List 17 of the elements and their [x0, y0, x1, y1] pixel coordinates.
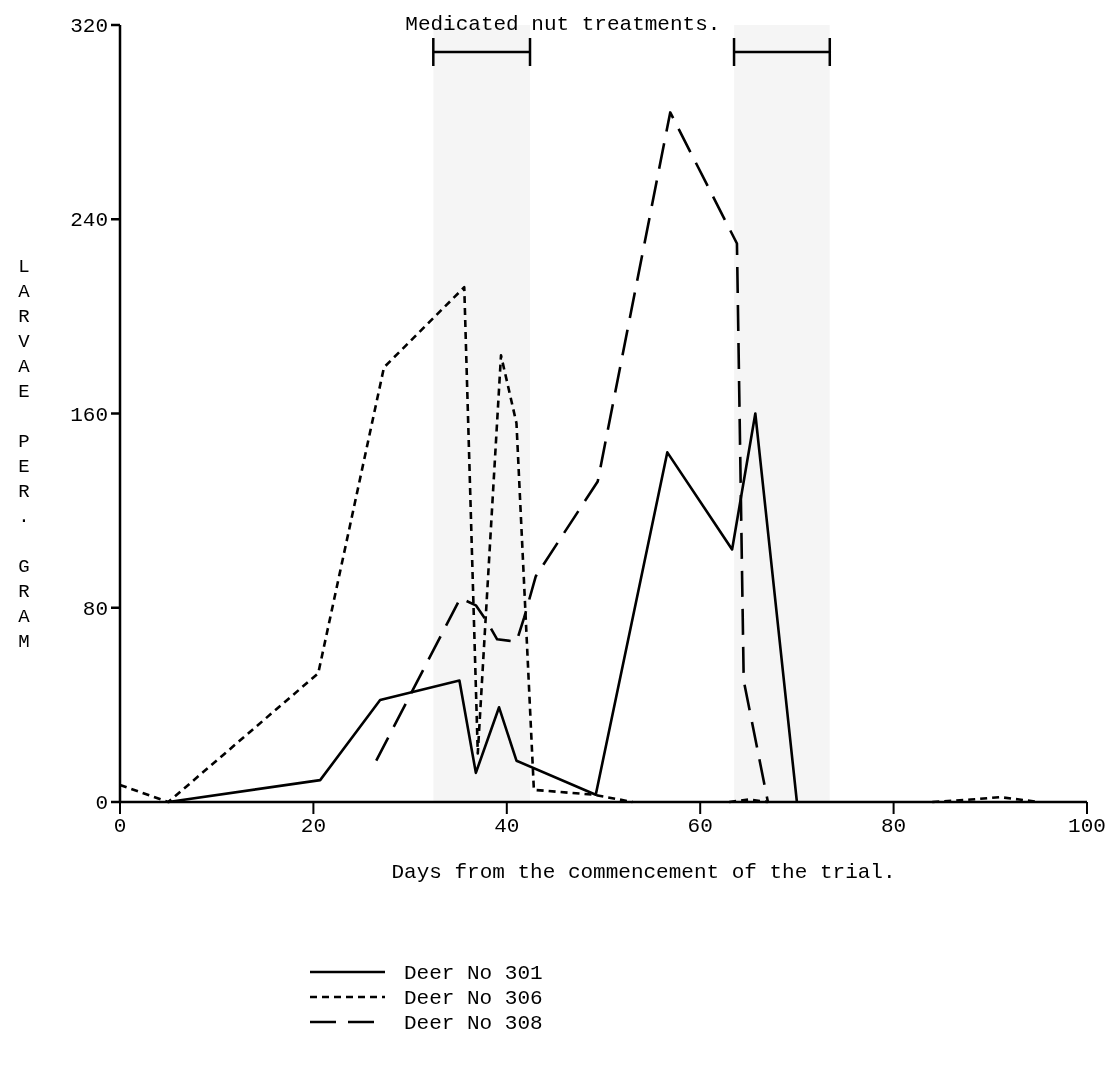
x-tick-label: 60: [687, 815, 713, 838]
x-tick-label: 40: [494, 815, 520, 838]
y-tick-label: 240: [70, 209, 108, 233]
x-tick-label: 0: [113, 815, 127, 838]
y-tick-label: 80: [82, 597, 108, 621]
y-tick-label: 0: [95, 792, 108, 815]
legend-label: Deer No 306: [404, 987, 543, 1010]
legend-label: Deer No 301: [404, 962, 543, 985]
x-tick-label: 80: [880, 815, 907, 838]
band-label: Medicated nut treatments.: [405, 13, 721, 36]
text: LARVAE PER. GRAM: [18, 256, 30, 653]
x-tick-label: 20: [300, 815, 327, 838]
x-axis-title: Days from the commencement of the trial.: [391, 861, 896, 884]
y-tick-label: 160: [70, 403, 108, 427]
y-tick-label: 320: [70, 15, 108, 38]
x-tick-label: 100: [1068, 815, 1106, 838]
legend-label: Deer No 308: [404, 1012, 543, 1035]
